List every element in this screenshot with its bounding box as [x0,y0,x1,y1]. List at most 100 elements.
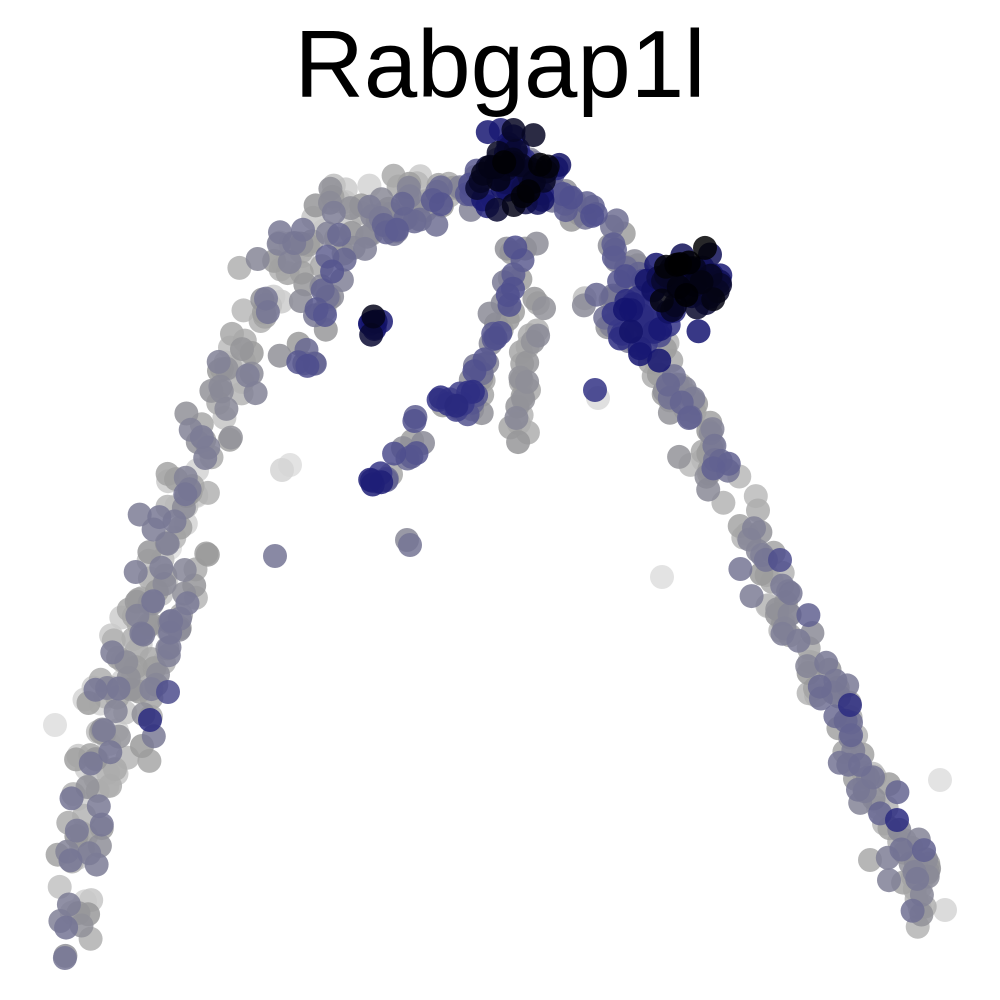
cell-point-left-outer-arm [173,482,198,507]
cell-point-middle-branch [495,283,520,308]
cell-point-left-outer-arm [230,337,254,362]
cell-point-left-outer-arm [189,425,214,450]
cell-point-top-arc [604,208,629,233]
cell-point-lower-mid-node [358,467,383,492]
cell-point-right-arm [656,372,680,397]
cell-point-right-arm [889,837,914,862]
cell-point-right-arm [677,406,701,430]
cell-point-left-outer-arm [172,558,197,582]
cell-point-right-arm [728,557,753,581]
cell-point-right-arm [877,868,901,893]
cell-point-right-shoulder [619,319,643,344]
cell-point-left-outer-arm [149,555,174,580]
cell-point-left-outer-arm [231,298,256,323]
cell-point-top-arc [313,303,337,327]
cell-point-right-arm [667,444,692,469]
cell-point-top-arc [310,278,335,303]
cell-point-top-arc [390,191,415,216]
cell-point-left-outer-arm [89,812,114,837]
cell-point-left-inner-arm [175,591,200,616]
cell-point-right-arm [701,456,726,481]
cell-point-left-outer-arm [123,560,148,584]
cell-point-right-arm [696,477,721,502]
cell-point-left-outer-arm [321,200,346,225]
cell-point-left-outer-arm [78,751,103,776]
cell-point-left-outer-arm [227,255,252,280]
cell-point-mid-node [444,393,469,418]
cell-point-middle-branch [402,409,427,433]
cell-point-left-outer-arm [214,396,239,421]
cell-point-left-outer-arm [52,946,77,970]
cell-point-left-outer-arm [59,786,84,811]
cell-point-right-spur [649,288,674,313]
cell-point-isolated [398,533,422,557]
cell-point-left-inner-arm [195,542,220,567]
cell-point-right-spur [693,235,717,260]
cell-point-left-outer-arm [83,677,108,702]
cell-point-right-arm [814,650,839,675]
cell-point-left-outer-arm [147,505,172,530]
cell-point-right-arm [900,898,925,923]
cell-point-middle-branch [503,235,528,260]
cell-point-isolated [858,848,882,872]
cell-point-left-outer-arm [255,300,280,325]
cell-point-left-outer-arm [56,892,81,917]
cell-point-top-arc [429,192,453,217]
cell-point-mid-left-node [361,304,386,329]
cell-point-top-peak [528,152,553,177]
cell-point-right-spur [701,287,726,312]
cell-point-isolated [928,768,952,792]
cell-point-left-outer-arm [141,589,166,614]
cell-point-top-peak [521,123,546,148]
cell-point-left-outer-arm [291,217,315,242]
cell-point-left-inner-arm [159,609,184,633]
cell-point-right-arm [807,674,832,699]
cell-point-right-arm [839,723,864,748]
cell-point-left-outer-arm [277,250,302,274]
cell-point-right-arm [778,581,803,606]
cell-point-right-arm [739,584,764,609]
chart-title: Rabgap1l [294,11,706,118]
cell-point-top-peak [492,150,517,175]
cell-point-left-outer-arm [98,740,123,765]
cell-point-right-arm [905,866,930,891]
cell-point-right-arm [786,628,811,653]
cell-point-left-outer-arm [245,247,270,271]
cell-point-left-outer-arm [58,848,83,873]
cell-point-left-outer-arm [77,841,102,866]
cell-point-right-shoulder [613,297,637,322]
cell-point-middle-right-branch [506,430,531,455]
cell-point-middle-right-branch [526,323,551,348]
cell-point-right-arm [885,780,910,805]
cell-point-mid-node [460,379,485,404]
cell-point-middle-right-branch [515,369,540,394]
cell-point-top-arc [424,212,449,237]
cell-point-left-outer-arm [47,874,72,899]
cell-point-isolated [838,693,862,717]
cell-point-top-peak [501,118,526,142]
cell-point-left-outer-arm [131,622,156,647]
cell-point-left-outer-arm [235,363,260,388]
cell-point-right-arm [795,654,820,679]
cell-point-right-arm [796,603,821,628]
cell-point-isolated [270,458,294,482]
cell-point-isolated [583,378,607,402]
cell-point-middle-branch [524,231,549,256]
cell-point-top-arc [580,203,605,228]
cell-point-right-shoulder [686,319,711,344]
cell-point-right-arm [912,838,936,863]
cell-point-right-spur [668,252,692,277]
cell-point-right-arm [848,752,872,777]
cell-point-right-spur [674,283,699,307]
cell-point-middle-branch [382,441,407,466]
cell-point-isolated [43,713,67,737]
cell-point-top-arc [320,259,345,284]
cell-point-top-peak [475,120,500,145]
cell-point-isolated [263,544,287,568]
cell-point-top-arc [551,182,575,206]
cell-point-top-arc [384,217,409,242]
cell-point-isolated [156,680,180,704]
cell-point-top-arc [601,245,626,270]
cell-point-left-outer-arm [218,425,243,450]
cell-point-left-outer-arm [193,446,218,470]
